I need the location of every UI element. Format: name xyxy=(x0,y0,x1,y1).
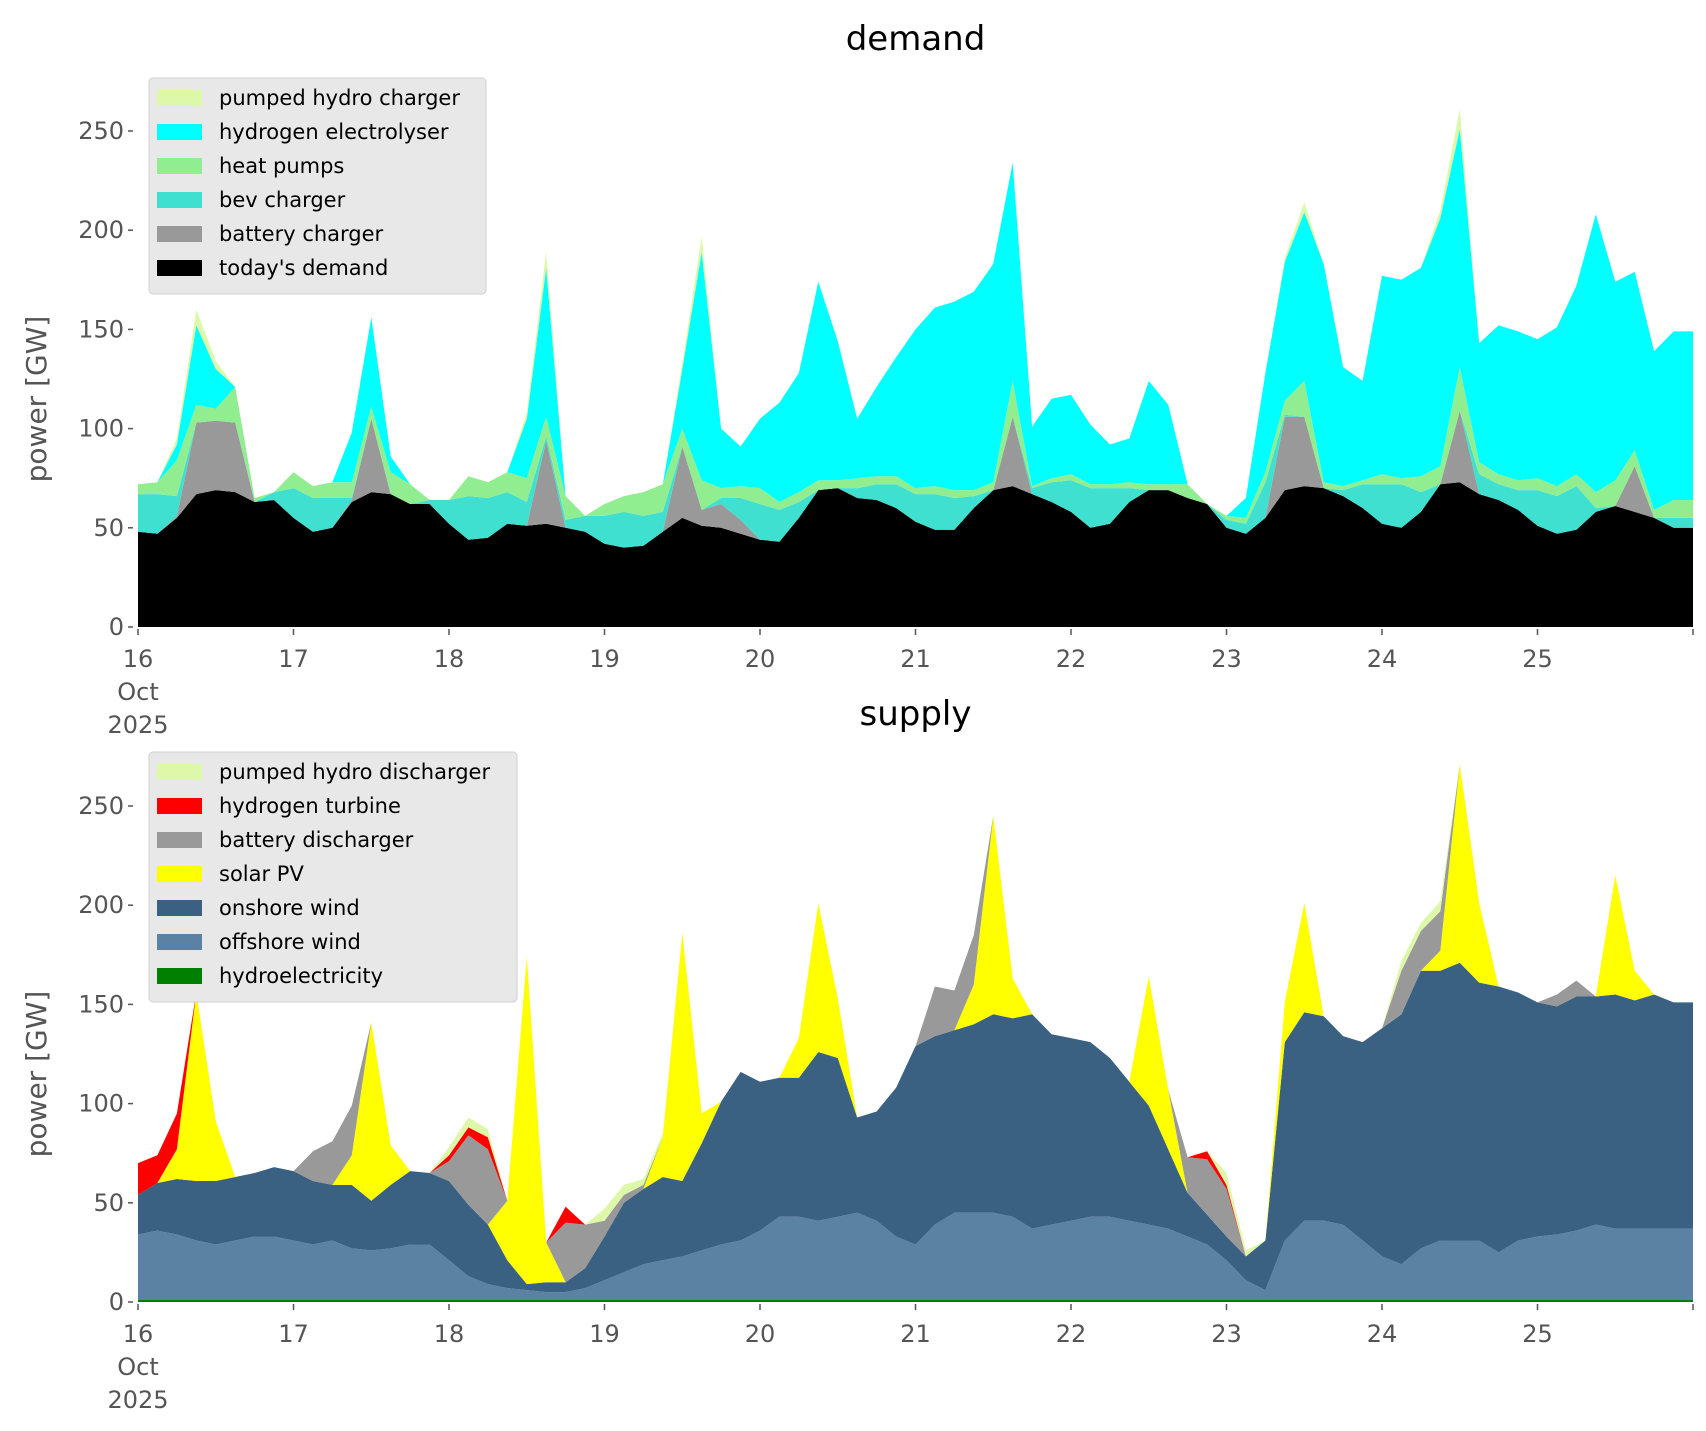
y-tick-label: 50 xyxy=(93,514,124,542)
legend-item: hydroelectricity xyxy=(219,964,383,988)
x-tick-label: 19 xyxy=(589,1320,620,1348)
x-tick-label: 20 xyxy=(745,1320,776,1348)
supply-panel: supply power [GW] 0 50 100 150 200 250 16 17 18 19 2… xyxy=(20,694,1694,1414)
legend-item: battery charger xyxy=(219,222,384,246)
x-tick-label: 25 xyxy=(1522,645,1553,673)
x-tick-label: 24 xyxy=(1367,645,1398,673)
y-tick-label: 250 xyxy=(78,117,124,145)
y-tick-label: 200 xyxy=(78,891,124,919)
x-tick-label: 21 xyxy=(900,1320,931,1348)
legend-item: heat pumps xyxy=(219,154,344,178)
x-tick-label: 20 xyxy=(745,645,776,673)
x-tick-date-label: Oct xyxy=(117,678,159,706)
x-tick-date-label: 2025 xyxy=(107,1386,168,1414)
x-tick-label: 16 xyxy=(123,645,154,673)
area-pumped-hydro-charger xyxy=(138,109,1693,516)
x-tick-date-label: Oct xyxy=(117,1353,159,1381)
legend-swatch xyxy=(157,226,202,242)
y-tick-label: 0 xyxy=(109,1288,124,1316)
legend-swatch xyxy=(157,260,202,276)
legend-swatch xyxy=(157,798,202,814)
x-axis: 16 17 18 19 20 21 22 23 24 25 Oct 2025 xyxy=(107,629,1694,739)
area-heat-pumps xyxy=(138,367,1693,524)
legend-swatch xyxy=(157,764,202,780)
legend-item: onshore wind xyxy=(219,896,360,920)
stacked-areas xyxy=(138,109,1693,627)
legend-item: hydrogen turbine xyxy=(219,794,401,818)
legend-swatch xyxy=(157,158,202,174)
area-solar-pv xyxy=(138,764,1693,1285)
y-tick-label: 0 xyxy=(109,613,124,641)
x-tick-label: 25 xyxy=(1522,1320,1553,1348)
area-today-s-demand xyxy=(138,482,1693,627)
chart-title: demand xyxy=(846,19,986,59)
legend: pumped hydro discharger hydrogen turbine b… xyxy=(148,751,518,1003)
y-axis: 0 50 100 150 200 250 xyxy=(78,117,133,641)
legend-box xyxy=(148,751,518,1003)
legend: pumped hydro charger hydrogen electrolyse… xyxy=(148,77,487,295)
legend-swatch xyxy=(157,832,202,848)
area-hydrogen-electrolyser xyxy=(138,129,1693,518)
x-tick-label: 21 xyxy=(900,645,931,673)
area-bev-charger xyxy=(138,410,1693,548)
legend-swatch xyxy=(157,124,202,140)
y-tick-label: 100 xyxy=(78,1090,124,1118)
demand-panel: demand power [GW] 0 50 100 150 200 250 16 17 18 19 2… xyxy=(20,19,1694,739)
legend-item: pumped hydro discharger xyxy=(219,760,490,784)
area-offshore-wind xyxy=(138,1212,1693,1300)
legend-item: bev charger xyxy=(219,188,346,212)
x-tick-label: 22 xyxy=(1056,645,1087,673)
x-tick-label: 18 xyxy=(434,645,465,673)
x-tick-label: 16 xyxy=(123,1320,154,1348)
legend-swatch xyxy=(157,90,202,106)
x-axis: 16 17 18 19 20 21 22 23 24 25 Oct 2025 xyxy=(107,1304,1694,1414)
area-hydroelectricity xyxy=(138,1300,1693,1302)
y-axis-label: power [GW] xyxy=(20,316,53,483)
area-onshore-wind xyxy=(138,962,1693,1293)
y-tick-label: 200 xyxy=(78,216,124,244)
y-tick-label: 150 xyxy=(78,315,124,343)
y-tick-label: 100 xyxy=(78,415,124,443)
legend-item: solar PV xyxy=(219,862,304,886)
stacked-areas xyxy=(138,764,1693,1302)
x-tick-label: 17 xyxy=(278,1320,309,1348)
x-tick-label: 24 xyxy=(1367,1320,1398,1348)
y-axis: 0 50 100 150 200 250 xyxy=(78,792,133,1316)
legend-box xyxy=(148,77,487,295)
x-tick-label: 23 xyxy=(1211,1320,1242,1348)
legend-swatch xyxy=(157,934,202,950)
area-battery-charger xyxy=(138,410,1693,548)
legend-swatch xyxy=(157,900,202,916)
x-tick-date-label: 2025 xyxy=(107,711,168,739)
x-tick-label: 18 xyxy=(434,1320,465,1348)
legend-swatch xyxy=(157,968,202,984)
y-tick-label: 150 xyxy=(78,990,124,1018)
legend-swatch xyxy=(157,192,202,208)
y-tick-label: 250 xyxy=(78,792,124,820)
y-axis-label: power [GW] xyxy=(20,991,53,1158)
legend-item: battery discharger xyxy=(219,828,414,852)
y-tick-label: 50 xyxy=(93,1189,124,1217)
x-tick-label: 22 xyxy=(1056,1320,1087,1348)
legend-item: offshore wind xyxy=(219,930,361,954)
x-tick-label: 23 xyxy=(1211,645,1242,673)
legend-swatch xyxy=(157,866,202,882)
legend-item: today's demand xyxy=(219,256,388,280)
x-tick-label: 17 xyxy=(278,645,309,673)
legend-item: hydrogen electrolyser xyxy=(219,120,449,144)
x-tick-label: 19 xyxy=(589,645,620,673)
chart-title: supply xyxy=(860,694,972,734)
legend-item: pumped hydro charger xyxy=(219,86,460,110)
